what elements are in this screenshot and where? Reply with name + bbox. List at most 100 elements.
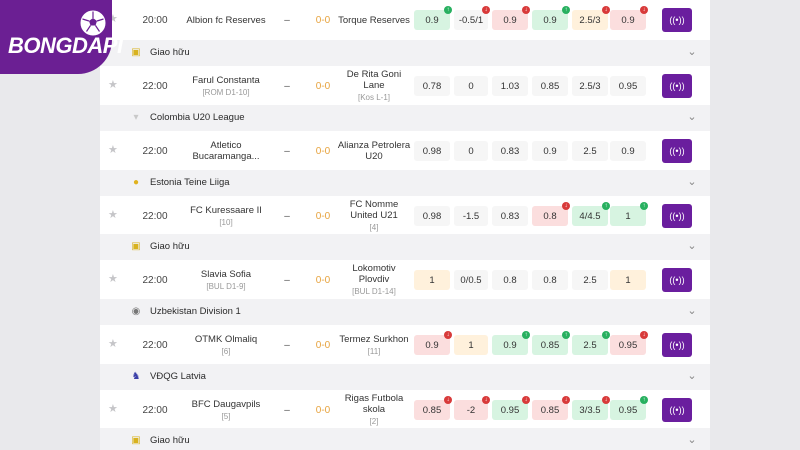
odds-cell[interactable]: 1 [414, 270, 450, 290]
live-stream-button[interactable]: ((•)) [662, 268, 692, 292]
odds-cell[interactable]: 0.9 ↓ [610, 6, 648, 30]
arrow-down-icon: ↓ [602, 396, 610, 404]
odds-cell[interactable]: -2 ↓ [454, 396, 490, 420]
odds-cell[interactable]: 0.9 ↑ [492, 331, 530, 355]
away-team[interactable]: Torque Reserves [336, 15, 412, 26]
chevron-down-icon[interactable]: ⌄ [687, 46, 697, 58]
match-row[interactable]: ★ 22:00 BFC Daugavpils [5] –0-0 Rigas Futbola… [100, 390, 710, 430]
arrow-down-icon: ↓ [562, 202, 570, 210]
league-header[interactable]: ◉ Uzbekistan Division 1 ⌄ [100, 299, 710, 324]
match-row[interactable]: ★ 22:00 Farul Constanta [ROM D1-10] –0-0 De R… [100, 66, 710, 106]
away-team[interactable]: Lokomotiv Plovdiv [BUL D1-14] [336, 263, 412, 297]
chevron-down-icon[interactable]: ⌄ [687, 434, 697, 446]
league-header[interactable]: ♞ VĐQG Latvia ⌄ [100, 364, 710, 389]
odds-cell[interactable]: 0.9 ↑ [414, 6, 452, 30]
chevron-down-icon[interactable]: ⌄ [687, 370, 697, 382]
odds-cell[interactable]: 2.5 [572, 270, 608, 290]
odds-cell[interactable]: 1.03 [492, 76, 528, 96]
league-header[interactable]: ● Estonia Teine Liiga ⌄ [100, 170, 710, 195]
odds-cell[interactable]: 0.9 ↓ [414, 331, 452, 355]
odds-cell[interactable]: 0.95 [610, 76, 646, 96]
odds-cell[interactable]: 0.85 [532, 76, 568, 96]
odds-cell[interactable]: 2.5/3 [572, 76, 608, 96]
odds-cell[interactable]: 0.85 ↓ [414, 396, 452, 420]
odds-cell[interactable]: -0.5/1 ↓ [454, 6, 490, 30]
home-team[interactable]: Atletico Bucaramanga... [180, 140, 272, 162]
away-team[interactable]: De Rita Goni Lane [Kos L-1] [336, 69, 412, 103]
odds-cell[interactable]: 0.98 [414, 206, 450, 226]
odds-cell[interactable]: 0.83 [492, 141, 528, 161]
away-team-rank: [Kos L-1] [357, 93, 390, 102]
chevron-down-icon[interactable]: ⌄ [687, 240, 697, 252]
odds-cell[interactable]: 0.8 [492, 270, 528, 290]
live-stream-button[interactable]: ((•)) [662, 204, 692, 228]
odds-cell[interactable]: 0.8 [532, 270, 568, 290]
match-row[interactable]: ★ 20:00 Albion fc Reserves – 0-0 Torque Reser… [100, 0, 710, 40]
odds-value: 1 [625, 274, 631, 286]
odds-cell[interactable]: 0.78 [414, 76, 450, 96]
chevron-down-icon[interactable]: ⌄ [687, 111, 697, 123]
odds-cell[interactable]: 2.5/3 ↓ [572, 6, 610, 30]
live-stream-button[interactable]: ((•)) [662, 333, 692, 357]
away-team[interactable]: Alianza Petrolera U20 [336, 140, 412, 162]
chevron-down-icon[interactable]: ⌄ [687, 305, 697, 317]
odds-cell[interactable]: 3/3.5 ↓ [572, 396, 610, 420]
odds-cell[interactable]: 0.95 ↓ [492, 396, 530, 420]
away-team[interactable]: Rigas Futbola skola [2] [336, 393, 412, 427]
home-team[interactable]: Farul Constanta [ROM D1-10] [180, 75, 272, 98]
match-score: 0-0 [315, 274, 331, 286]
league-header[interactable]: ▣ Giao hữu ⌄ [100, 428, 710, 450]
home-team[interactable]: Slavia Sofia [BUL D1-9] [180, 269, 272, 292]
odds-cell[interactable]: 0.9 [610, 141, 646, 161]
odds-cell[interactable]: 0.95 ↓ [610, 331, 648, 355]
live-stream-icon: ((•)) [669, 275, 685, 285]
arrow-up-icon: ↑ [640, 396, 648, 404]
live-stream-button[interactable]: ((•)) [662, 74, 692, 98]
odds-cell[interactable]: 1 [454, 335, 488, 355]
star-icon[interactable]: ★ [108, 209, 118, 221]
odds-cell[interactable]: 4/4.5 ↑ [572, 202, 610, 226]
odds-cell[interactable]: 0.9 [532, 141, 568, 161]
odds-cell[interactable]: 0 [454, 76, 488, 96]
odds-cell[interactable]: 2.5 [572, 141, 608, 161]
odds-cell[interactable]: 0.95 ↑ [610, 396, 648, 420]
star-icon[interactable]: ★ [108, 273, 118, 285]
star-icon[interactable]: ★ [108, 338, 118, 350]
match-row[interactable]: ★ 22:00 FC Kuressaare II [10] –0-0 FC Nomme U… [100, 196, 710, 236]
odds-cell[interactable]: 0.9 ↑ [532, 6, 570, 30]
home-team[interactable]: OTMK Olmaliq [6] [180, 334, 272, 357]
odds-cell[interactable]: 0.85 ↓ [532, 396, 570, 420]
home-team[interactable]: BFC Daugavpils [5] [180, 399, 272, 422]
live-stream-button[interactable]: ((•)) [662, 139, 692, 163]
match-row[interactable]: ★ 22:00 Slavia Sofia [BUL D1-9] –0-0 Lokomoti… [100, 260, 710, 300]
match-row[interactable]: ★ 22:00 OTMK Olmaliq [6] –0-0 Termez Surkhon[… [100, 325, 710, 365]
away-team[interactable]: FC Nomme United U21 [4] [336, 199, 412, 233]
odds-cell[interactable]: 1 [610, 270, 646, 290]
league-header[interactable]: ▣ Giao hữu ⌄ [100, 234, 710, 259]
odds-cell[interactable]: 0.9 ↓ [492, 6, 530, 30]
odds-cell[interactable]: 1 ↑ [610, 202, 648, 226]
star-icon[interactable]: ★ [108, 13, 118, 25]
live-stream-button[interactable]: ((•)) [662, 8, 692, 32]
chevron-down-icon[interactable]: ⌄ [687, 176, 697, 188]
odds-cell[interactable]: 0.85 ↑ [532, 331, 570, 355]
odds-cell[interactable]: 0.83 [492, 206, 528, 226]
star-icon[interactable]: ★ [108, 403, 118, 415]
star-icon[interactable]: ★ [108, 144, 118, 156]
odds-cell[interactable]: 2.5 ↑ [572, 331, 610, 355]
away-team-name: Rigas Futbola skola [344, 393, 404, 415]
home-team[interactable]: Albion fc Reserves [180, 15, 272, 26]
league-header[interactable]: ▣ Giao hữu ⌄ [100, 40, 710, 65]
star-icon[interactable]: ★ [108, 79, 118, 91]
home-team[interactable]: FC Kuressaare II [10] [180, 205, 272, 228]
league-header[interactable]: ▾ Colombia U20 League ⌄ [100, 105, 710, 130]
odds-cell[interactable]: -1.5 [454, 206, 488, 226]
brand-logo[interactable]: BONGDAPI [0, 0, 123, 74]
odds-cell[interactable]: 0/0.5 [454, 270, 488, 290]
match-row[interactable]: ★ 22:00 Atletico Bucaramanga... – 0-0 Alianza… [100, 131, 710, 171]
odds-cell[interactable]: 0.98 [414, 141, 450, 161]
live-stream-button[interactable]: ((•)) [662, 398, 692, 422]
odds-cell[interactable]: 0 [454, 141, 488, 161]
away-team[interactable]: Termez Surkhon [11] [336, 334, 412, 357]
odds-cell[interactable]: 0.8 ↓ [532, 202, 570, 226]
